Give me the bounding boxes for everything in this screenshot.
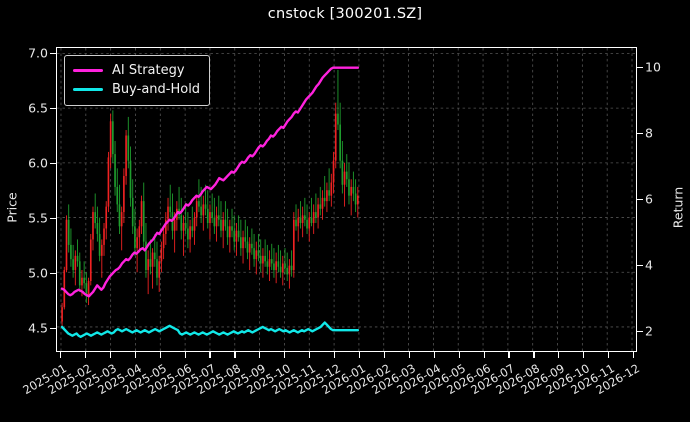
- x-tick-mark: [633, 352, 635, 358]
- x-tick-mark: [583, 352, 585, 358]
- y-tick-label-right: 4: [645, 257, 653, 273]
- x-tick-mark: [159, 352, 161, 358]
- x-tick-mark: [508, 352, 510, 358]
- legend-label-buy-and-hold: Buy-and-Hold: [112, 82, 201, 97]
- x-tick-mark: [433, 352, 435, 358]
- y-tick-mark-left: [50, 327, 56, 329]
- legend-label-ai-strategy: AI Strategy: [112, 63, 185, 78]
- x-tick-mark: [383, 352, 386, 358]
- y-tick-label-right: 2: [645, 323, 653, 339]
- y-tick-label-right: 10: [645, 59, 661, 75]
- x-tick-mark: [408, 352, 410, 358]
- x-tick-mark: [309, 352, 311, 358]
- y-tick-label-left: 6.0: [28, 155, 48, 171]
- chart-legend[interactable]: AI Strategy Buy-and-Hold: [64, 55, 211, 106]
- y-tick-mark-left: [50, 217, 56, 219]
- legend-swatch-ai-strategy: [73, 68, 103, 73]
- y-tick-label-right: 6: [645, 191, 653, 207]
- x-tick-mark: [184, 352, 186, 358]
- y-tick-mark-left: [50, 272, 56, 274]
- x-tick-mark: [109, 352, 111, 358]
- y-axis-label-price: Price: [4, 192, 20, 223]
- x-tick-mark: [558, 352, 560, 358]
- legend-item-buy-and-hold[interactable]: Buy-and-Hold: [73, 80, 200, 99]
- y-tick-mark-right: [637, 264, 643, 266]
- grid-lines: [57, 48, 636, 351]
- x-tick-mark: [483, 352, 485, 358]
- x-tick-mark: [134, 352, 136, 358]
- y-tick-label-left: 7.0: [28, 45, 48, 60]
- y-axis-label-return: Return: [670, 186, 686, 229]
- x-tick-mark: [608, 352, 610, 358]
- y-tick-label-left: 5.0: [28, 265, 48, 281]
- y-tick-label-left: 5.5: [28, 210, 48, 226]
- x-tick-mark: [60, 352, 62, 358]
- y-tick-mark-left: [50, 52, 56, 54]
- y-tick-mark-left: [50, 107, 56, 109]
- x-tick-mark: [458, 352, 460, 358]
- x-tick-mark: [209, 352, 211, 358]
- legend-item-ai-strategy[interactable]: AI Strategy: [73, 61, 200, 80]
- legend-swatch-buy-and-hold: [73, 87, 103, 92]
- y-tick-mark-right: [637, 66, 643, 68]
- y-tick-label-left: 4.5: [28, 320, 48, 336]
- x-tick-mark: [259, 352, 261, 358]
- plot-area: [56, 47, 637, 352]
- y-tick-label-left: 6.5: [28, 100, 48, 116]
- x-tick-mark: [284, 352, 286, 358]
- data-series: [60, 66, 360, 338]
- y-tick-mark-right: [637, 198, 643, 200]
- x-tick-mark: [533, 352, 535, 358]
- y-tick-mark-left: [50, 162, 56, 164]
- y-tick-mark-right: [637, 330, 643, 332]
- y-tick-label-right: 8: [645, 125, 653, 141]
- chart-title: cnstock [300201.SZ]: [267, 6, 423, 22]
- x-tick-mark: [234, 352, 236, 358]
- y-tick-mark-right: [637, 132, 643, 134]
- x-tick-mark: [358, 352, 361, 358]
- x-tick-mark: [84, 352, 87, 358]
- x-tick-mark: [334, 352, 336, 358]
